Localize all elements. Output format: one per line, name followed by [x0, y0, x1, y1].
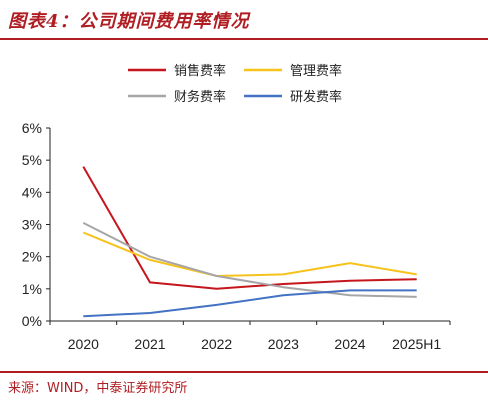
figure-header: 图表4：公司期间费用率情况 — [0, 0, 488, 42]
title-divider — [0, 38, 488, 40]
y-tick-label: 3% — [22, 217, 42, 233]
series-line-1 — [82, 166, 417, 290]
y-tick-label: 5% — [22, 152, 42, 168]
y-tick-label: 6% — [22, 120, 42, 136]
series-line-4 — [83, 289, 417, 318]
footer-divider — [0, 371, 488, 373]
legend-label-3: 财务费率 — [174, 89, 226, 105]
y-tick-label: 1% — [22, 281, 42, 297]
source-note: 来源：WIND，中泰证券研究所 — [8, 381, 188, 396]
x-tick-label: 2023 — [268, 336, 299, 352]
x-tick-label: 2021 — [134, 336, 165, 352]
y-tick-label: 2% — [22, 249, 42, 265]
series-line-3 — [82, 222, 417, 298]
chart-axes: 0% 1% 2% 3% 4% 5% 6% 2020 2021 2022 2023 2024 2025H1 — [22, 120, 451, 352]
y-tick-label: 0% — [22, 313, 42, 329]
x-tick-label: 2020 — [68, 336, 99, 352]
legend-label-4: 研发费率 — [290, 89, 342, 105]
figure-title: 图表4：公司期间费用率情况 — [8, 11, 250, 32]
legend-label-1: 销售费率 — [174, 63, 226, 79]
x-tick-label: 2022 — [201, 336, 232, 352]
x-tick-label: 2025H1 — [392, 336, 441, 352]
chart-area: 销售费率 管理费率财务费率 研发费率 0% 1% 2% 3% 4% 5% 6% 2020 2021 2… — [0, 42, 488, 370]
series-line-2 — [82, 231, 417, 277]
x-tick-label: 2024 — [334, 336, 365, 352]
legend-label-2: 管理费率 — [290, 63, 342, 79]
y-tick-label: 4% — [22, 184, 42, 200]
chart-series — [82, 166, 417, 318]
